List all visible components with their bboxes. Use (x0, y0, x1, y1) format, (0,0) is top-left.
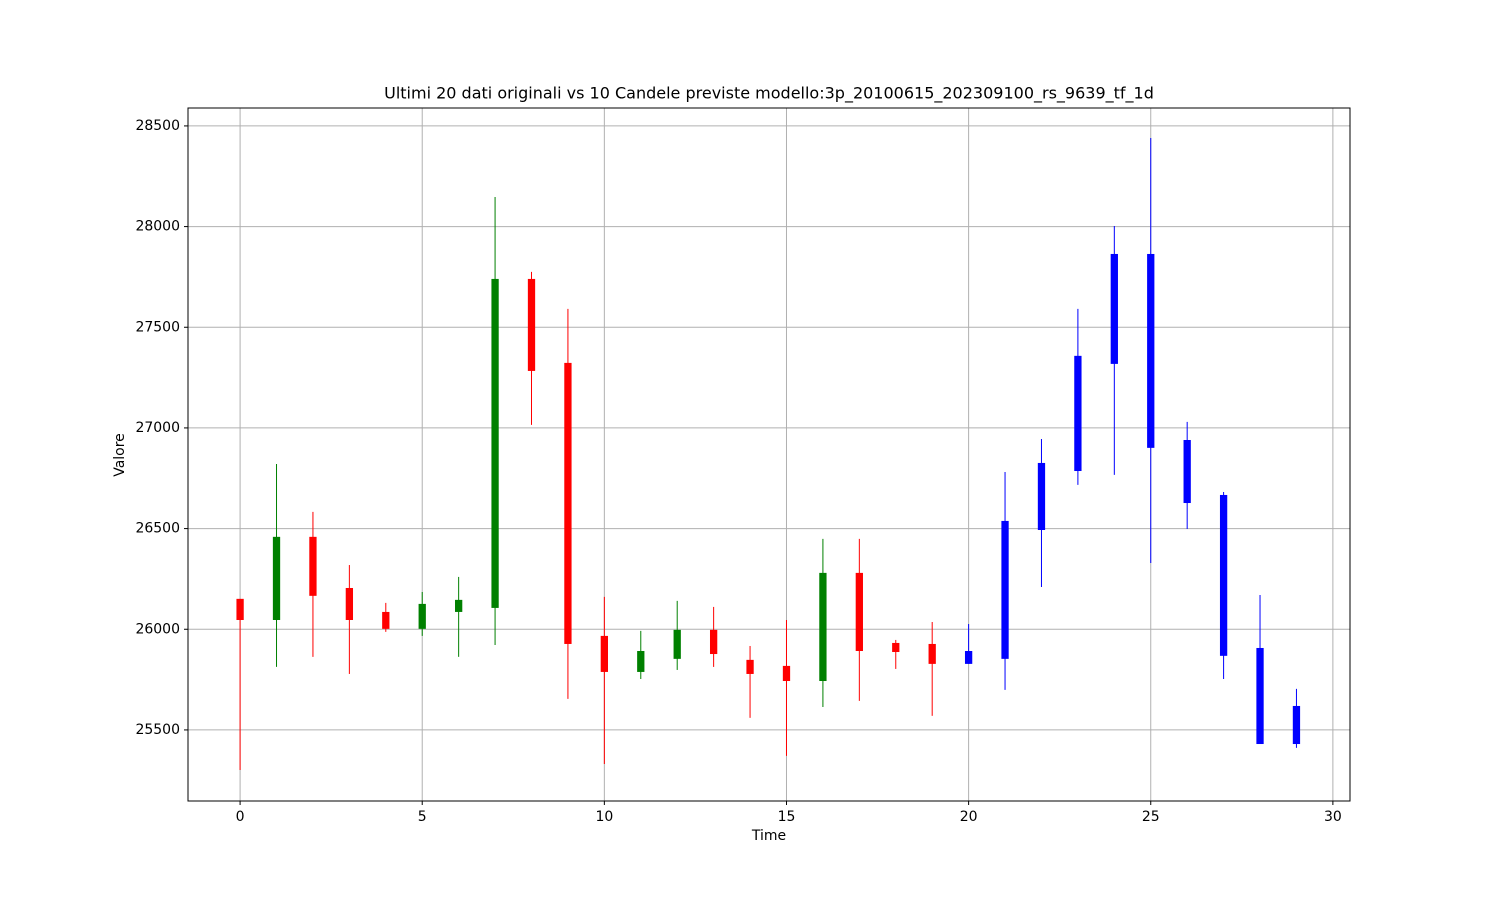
x-tick-label: 10 (595, 809, 613, 825)
candle-body (1256, 647, 1264, 745)
y-tick-label: 27500 (135, 319, 180, 335)
candle-body (272, 536, 281, 620)
candle-body (1074, 355, 1082, 472)
candle-body (600, 635, 608, 672)
x-tick-label: 15 (778, 809, 796, 825)
candle-body (527, 278, 536, 371)
candle-body (491, 278, 499, 608)
plot-frame (187, 107, 1351, 802)
chart-title: Ultimi 20 dati originali vs 10 Candele p… (384, 84, 1154, 104)
y-tick-label: 27000 (135, 420, 180, 436)
candle-body (236, 598, 244, 620)
candle-body (1183, 440, 1191, 504)
y-axis-label: Valore (112, 433, 128, 477)
candle-body (1110, 253, 1118, 364)
candle-body (382, 611, 390, 629)
candle-body (782, 665, 791, 682)
candle-body (673, 629, 681, 659)
candle-body (345, 587, 354, 620)
candle-body (455, 599, 463, 612)
candle-body (964, 651, 973, 664)
candle-body (1001, 520, 1009, 659)
x-axis-label: Time (751, 828, 786, 844)
x-tick-label: 25 (1142, 809, 1160, 825)
y-tick-label: 26500 (135, 521, 180, 537)
x-tick-label: 30 (1324, 809, 1342, 825)
candle-body (855, 572, 863, 652)
candle-body (309, 536, 317, 596)
y-tick-label: 28000 (135, 219, 180, 235)
x-tick-label: 0 (236, 809, 245, 825)
candle-body (1292, 705, 1301, 745)
candle-body (564, 362, 572, 644)
candle-body (892, 642, 900, 653)
candle-body (1037, 462, 1046, 531)
candle-body (746, 659, 754, 674)
y-tick-label: 25500 (135, 722, 180, 738)
candle-body (637, 651, 645, 672)
candle-body (418, 603, 426, 629)
candle-body (1147, 253, 1155, 448)
candle-body (709, 629, 718, 655)
x-tick-label: 5 (418, 809, 427, 825)
x-tick-label: 20 (960, 809, 978, 825)
candle-body (928, 643, 936, 664)
candle-body (1219, 494, 1228, 656)
y-tick-label: 28500 (135, 118, 180, 134)
candle-body (819, 572, 827, 682)
y-tick-label: 26000 (135, 621, 180, 637)
